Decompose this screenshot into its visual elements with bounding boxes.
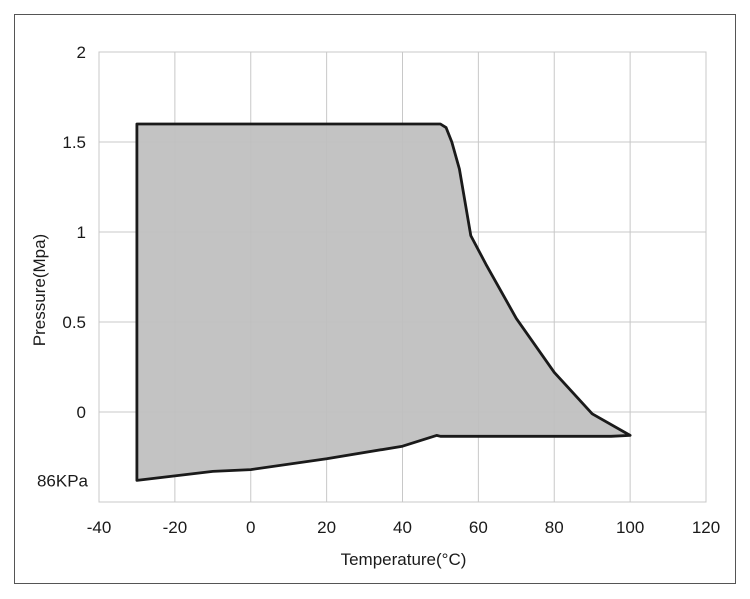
x-tick-label: 80 xyxy=(545,518,564,537)
x-tick-label: 100 xyxy=(616,518,644,537)
chart-frame xyxy=(14,14,736,584)
operating-region xyxy=(135,122,632,482)
x-tick-label: 20 xyxy=(317,518,336,537)
y-tick-label: 2 xyxy=(77,43,86,62)
x-tick-label: 60 xyxy=(469,518,488,537)
y-tick-label: 0.5 xyxy=(62,313,86,332)
y-tick-label: 1 xyxy=(77,223,86,242)
y-tick-label-86kpa: 86KPa xyxy=(37,471,89,490)
y-axis-label: Pressure(Mpa) xyxy=(30,234,49,346)
y-tick-label: 1.5 xyxy=(62,133,86,152)
tick-labels: -40 -20 0 20 40 60 80 100 120 0 0.5 1 1.5 2 86KPa xyxy=(37,43,720,537)
x-tick-label: 40 xyxy=(393,518,412,537)
x-axis-label: Temperature(°C) xyxy=(341,550,467,569)
x-tick-label: 120 xyxy=(692,518,720,537)
y-tick-label: 0 xyxy=(77,403,86,422)
x-tick-label: -40 xyxy=(87,518,112,537)
x-tick-label: -20 xyxy=(163,518,188,537)
plot-area xyxy=(98,51,707,503)
x-tick-label: 0 xyxy=(246,518,255,537)
